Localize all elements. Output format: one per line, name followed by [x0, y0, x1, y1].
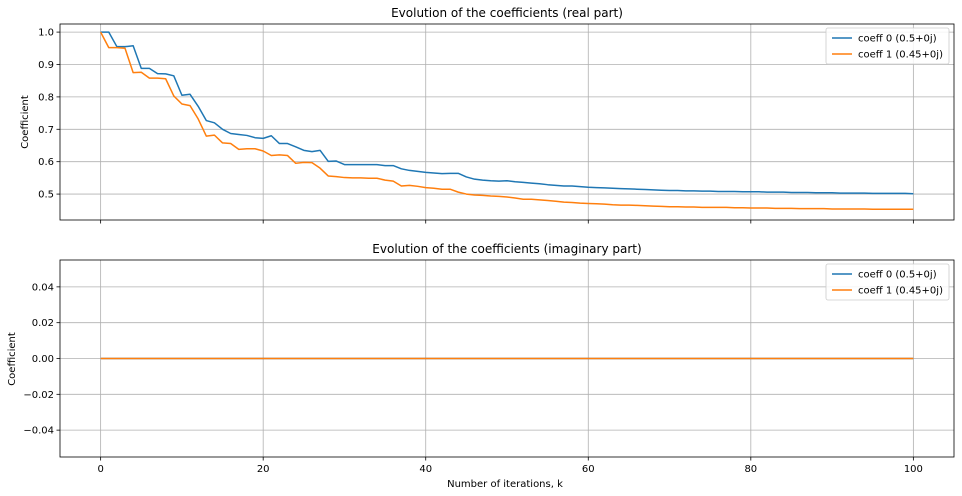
real-part-ytick-label: 0.9 [38, 60, 54, 71]
real-part-series-line-coeff0 [100, 31, 914, 195]
imaginary-part-xtick-label: 100 [904, 464, 923, 475]
real-part-ylabel: Coefficient [20, 95, 31, 149]
imaginary-part-ytick-label: −0.04 [23, 426, 54, 437]
real-part-title: Evolution of the coefficients (real part… [391, 6, 623, 20]
imaginary-part-legend-label-coeff1: coeff 1 (0.45+0j) [858, 286, 943, 297]
imaginary-part-xtick-label: 40 [419, 464, 432, 475]
imaginary-part-xtick-label: 20 [257, 464, 270, 475]
imaginary-part-xtick-label: 80 [744, 464, 757, 475]
imaginary-part-chart: Evolution of the coefficients (imaginary… [7, 242, 955, 490]
real-part-legend-box [825, 27, 950, 65]
real-part-series-line-coeff1 [99, 31, 914, 211]
imaginary-part-ticks: 0 20 40 60 80 100 −0.04 −0.02 0.00 0.02 0.04 [23, 282, 923, 475]
imaginary-part-legend-box [825, 263, 950, 301]
real-part-grid [60, 24, 954, 220]
real-part-ytick-label: 0.7 [38, 125, 54, 136]
imaginary-part-title: Evolution of the coefficients (imaginary… [372, 242, 641, 256]
real-part-legend-label-coeff0: coeff 0 (0.5+0j) [858, 34, 937, 45]
real-part-chart: Evolution of the coefficients (real part… [20, 6, 955, 224]
imaginary-part-xlabel: Number of iterations, k [447, 479, 563, 490]
real-part-ytick-label: 0.5 [38, 190, 54, 201]
imaginary-part-ytick-label: 0.04 [32, 282, 54, 293]
imaginary-part-xtick-label: 60 [582, 464, 595, 475]
real-part-series [99, 31, 914, 211]
real-part-ytick-label: 1.0 [38, 28, 54, 39]
imaginary-part-ytick-label: 0.02 [32, 318, 54, 329]
imaginary-part-ytick-label: 0.00 [32, 354, 54, 365]
real-part-ytick-label: 0.6 [38, 157, 54, 168]
real-part-ticks: 0.5 0.6 0.7 0.8 0.9 1.0 [38, 28, 914, 224]
real-part-legend: coeff 0 (0.5+0j) coeff 1 (0.45+0j) [825, 27, 950, 65]
imaginary-part-xtick-label: 0 [97, 464, 103, 475]
real-part-ytick-label: 0.8 [38, 92, 54, 103]
imaginary-part-ytick-label: −0.02 [23, 390, 54, 401]
real-part-legend-label-coeff1: coeff 1 (0.45+0j) [858, 50, 943, 61]
real-part-plot-frame [59, 23, 955, 221]
imaginary-part-ylabel: Coefficient [7, 332, 18, 386]
imaginary-part-legend-label-coeff0: coeff 0 (0.5+0j) [858, 270, 937, 281]
imaginary-part-legend: coeff 0 (0.5+0j) coeff 1 (0.45+0j) [825, 263, 950, 301]
